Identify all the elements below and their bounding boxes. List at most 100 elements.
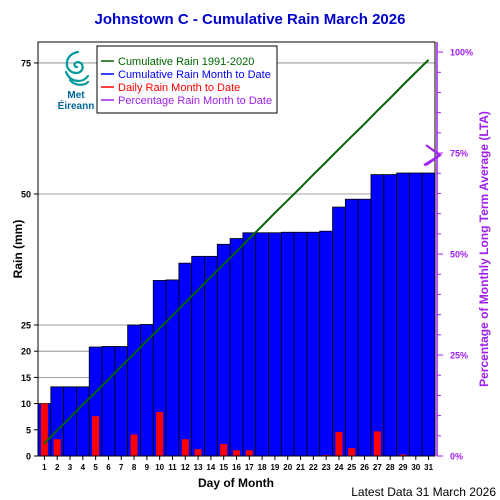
cumulative-bar: [204, 255, 218, 457]
x-tick-label: 5: [93, 463, 98, 472]
y2-tick-label: 50%: [450, 250, 468, 260]
legend-item: Cumulative Rain 1991-2020: [101, 56, 254, 68]
legend-label: Percentage Rain Month to Date: [118, 95, 272, 107]
cumulative-bar: [319, 230, 333, 457]
cumulative-bar: [306, 231, 321, 457]
lta-series-line: [43, 59, 430, 445]
y-tick-label: 15: [21, 373, 31, 383]
lta-percent-marker: [423, 144, 442, 167]
y-tick-label: 10: [21, 399, 31, 409]
y-tick-label: 0: [26, 452, 31, 462]
legend-item: Daily Rain Month to Date: [101, 82, 240, 94]
x-tick-label: 18: [258, 463, 267, 472]
lta-line: [43, 59, 430, 445]
x-tick-label: 9: [145, 463, 150, 472]
x-tick-label: 31: [424, 463, 433, 472]
x-tick-label: 4: [81, 463, 86, 472]
y2-tick-label: 75%: [450, 149, 468, 159]
x-tick-label: 8: [132, 463, 137, 472]
x-tick-label: 12: [181, 463, 190, 472]
y2-tick-label: 0%: [450, 452, 463, 462]
legend-label: Cumulative Rain Month to Date: [118, 69, 271, 81]
legend-item: Percentage Rain Month to Date: [101, 95, 272, 107]
x-axis-ticks: 1 2 3 4 5 6 7 8 9 10 11 12 13 14 15 16 17 18 19 20 21 22 23 24 2…: [42, 456, 434, 472]
x-tick-label: 20: [283, 463, 292, 472]
met-eireann-logo: Met Éireann: [58, 50, 95, 112]
x-tick-label: 25: [347, 463, 356, 472]
daily-bar: [335, 431, 343, 456]
x-tick-label: 21: [296, 463, 305, 472]
x-tick-label: 22: [309, 463, 318, 472]
daily-bar: [53, 439, 61, 456]
legend-label: Cumulative Rain 1991-2020: [118, 56, 254, 68]
cumulative-bar: [408, 172, 423, 457]
legend-item: Cumulative Rain Month to Date: [101, 69, 271, 81]
legend-box: [96, 45, 278, 114]
x-tick-label: 23: [322, 463, 331, 472]
x-tick-label: 11: [168, 463, 177, 472]
x-tick-label: 30: [411, 463, 420, 472]
y-tick-label: 20: [21, 347, 31, 357]
cumulative-bar: [344, 198, 359, 457]
cumulative-bar: [332, 206, 346, 457]
daily-bar: [322, 454, 330, 456]
cumulative-bars: [37, 172, 436, 457]
right-axis-ticks: 0% 25% 50% 75% 100%: [437, 48, 473, 462]
cumulative-bar: [268, 232, 282, 457]
cumulative-bar: [370, 174, 385, 457]
legend-label: Daily Rain Month to Date: [118, 82, 240, 94]
x-tick-label: 13: [194, 463, 203, 472]
daily-bar: [348, 448, 356, 456]
y2-axis-label: Percentage of Monthly Long Term Average …: [477, 111, 491, 387]
daily-bar: [92, 416, 100, 456]
x-tick-label: 6: [106, 463, 111, 472]
marker-tail: [423, 154, 441, 167]
x-tick-label: 26: [360, 463, 369, 472]
legend: Cumulative Rain 1991-2020 Cumulative Rai…: [96, 45, 278, 114]
cumulative-bar: [216, 243, 231, 457]
daily-bar: [194, 449, 202, 456]
y2-tick-label: 25%: [450, 351, 468, 361]
chart-title: Johnstown C - Cumulative Rain March 2026: [95, 11, 406, 28]
cumulative-bar: [421, 172, 436, 457]
daily-bar: [130, 434, 138, 456]
daily-bar: [220, 443, 228, 456]
x-tick-label: 7: [119, 463, 124, 472]
y2-tick-label: 100%: [450, 48, 473, 58]
cumulative-bar: [229, 238, 244, 457]
y-axis-label: Rain (mm): [11, 220, 25, 279]
x-tick-label: 2: [55, 463, 60, 472]
cumulative-bar: [383, 174, 397, 457]
x-tick-label: 28: [386, 463, 395, 472]
y-tick-label: 50: [21, 189, 31, 199]
cumulative-bar: [396, 172, 410, 457]
logo-text-line2: Éireann: [58, 99, 95, 112]
daily-bar: [232, 450, 241, 456]
x-tick-label: 10: [155, 463, 164, 472]
daily-bar: [156, 411, 164, 456]
cumulative-bar: [178, 262, 193, 457]
cumulative-bar: [255, 232, 269, 457]
x-tick-label: 16: [232, 463, 241, 472]
cumulative-bar: [242, 232, 257, 457]
x-tick-label: 14: [206, 463, 215, 472]
x-tick-label: 27: [373, 463, 382, 472]
x-axis-label: Day of Month: [198, 476, 274, 490]
y-tick-label: 75: [21, 58, 31, 68]
x-tick-label: 1: [42, 463, 47, 472]
daily-bar: [181, 439, 189, 456]
cumulative-bar: [357, 198, 372, 457]
cumulative-bar: [101, 346, 116, 457]
x-tick-label: 15: [219, 463, 228, 472]
x-tick-label: 19: [270, 463, 279, 472]
x-tick-label: 24: [334, 463, 343, 472]
cumulative-bar: [293, 231, 308, 457]
daily-bar: [245, 450, 253, 456]
y-tick-label: 25: [21, 320, 31, 330]
x-tick-label: 3: [68, 463, 73, 472]
logo-text-line1: Met: [67, 90, 85, 101]
cumulative-bar: [280, 231, 295, 457]
left-axis-ticks: 0 5 10 15 20 25 50 75: [21, 58, 38, 462]
